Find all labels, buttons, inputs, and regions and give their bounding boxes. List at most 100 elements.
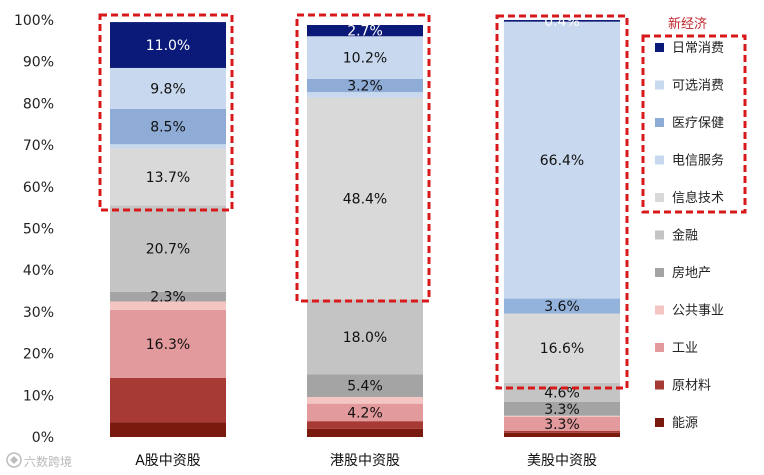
legend-label: 工业	[672, 341, 698, 356]
bar-segment	[307, 403, 423, 422]
bar-segment	[307, 78, 423, 93]
highlight-box	[495, 14, 629, 390]
legend-swatch	[655, 193, 664, 202]
x-category-label: 美股中资股	[527, 453, 597, 469]
bar-segment	[110, 205, 226, 292]
legend-group-title: 新经济	[668, 16, 707, 32]
bar-segment	[110, 67, 226, 109]
data-label: 3.3%	[544, 402, 580, 418]
legend-label: 医疗保健	[672, 116, 724, 131]
bar-segment	[504, 432, 620, 437]
legend-label: 电信服务	[672, 153, 724, 169]
data-label: 3.2%	[347, 78, 383, 94]
y-tick-label: 100%	[14, 13, 54, 29]
data-label: 10.2%	[343, 51, 387, 67]
data-label: 16.6%	[540, 341, 584, 357]
y-tick-label: 80%	[23, 96, 54, 112]
bar-segment	[110, 301, 226, 310]
y-tick-label: 30%	[23, 305, 54, 321]
data-label: 5.4%	[347, 379, 383, 395]
watermark: 六数跨境	[6, 452, 72, 469]
bar-segment	[307, 421, 423, 429]
data-label: 8.5%	[150, 120, 186, 136]
bar-segment	[307, 92, 423, 98]
data-label: 16.3%	[146, 337, 190, 353]
watermark-text: 六数跨境	[24, 454, 72, 469]
bar-segment	[504, 298, 620, 314]
legend-label: 可选消费	[672, 79, 724, 94]
legend-swatch	[655, 118, 664, 127]
legend-label: 能源	[672, 416, 698, 431]
bar-segment	[307, 428, 423, 437]
legend-label: 房地产	[672, 265, 711, 281]
bar-segment	[110, 309, 226, 378]
legend-label: 信息技术	[672, 190, 724, 206]
data-label: 18.0%	[343, 330, 387, 346]
bar-segment	[307, 396, 423, 404]
data-labels: 16.3% 2.3% 20.7% 13.7% 8.5% 9.8% 11.0% 4.2% 5.4%…	[146, 14, 584, 433]
legend-swatch	[655, 268, 664, 277]
bar-segment	[110, 422, 226, 437]
new-economy-highlights	[98, 13, 629, 390]
bar-segment	[504, 430, 620, 433]
bar-segment	[504, 415, 620, 417]
bar-segment	[110, 377, 226, 423]
bar-segment	[110, 148, 226, 206]
data-label: 66.4%	[540, 153, 584, 169]
data-label: 9.8%	[150, 81, 186, 97]
watermark-logo-icon	[6, 452, 22, 468]
y-tick-label: 50%	[23, 222, 54, 238]
bar-segment	[307, 25, 423, 37]
legend-highlight-box	[641, 34, 747, 214]
legend-label: 金融	[672, 228, 698, 244]
data-label: 0.4%	[544, 14, 580, 30]
bars	[110, 20, 620, 437]
x-category-label: 港股中资股	[330, 453, 400, 469]
legend-label: 公共事业	[672, 304, 724, 319]
x-axis-categories: A股中资股 港股中资股 美股中资股	[135, 453, 597, 469]
legend-label: 日常消费	[672, 41, 724, 56]
y-tick-label: 0%	[32, 430, 54, 446]
highlight-box	[98, 13, 234, 212]
y-axis: 0% 10% 20% 30% 40% 50% 60% 70% 80% 90% 100%	[14, 13, 54, 446]
bar-segment	[504, 20, 620, 22]
y-tick-label: 20%	[23, 347, 54, 363]
bar-segment	[110, 108, 226, 145]
data-label: 2.7%	[347, 24, 383, 40]
legend-swatch	[655, 418, 664, 427]
bar-segment	[504, 401, 620, 416]
data-label: 11.0%	[146, 38, 190, 54]
data-label: 4.2%	[347, 405, 383, 421]
bar-segment	[307, 97, 423, 300]
y-tick-label: 40%	[23, 263, 54, 279]
x-category-label: A股中资股	[135, 453, 201, 469]
legend-swatch	[655, 305, 664, 315]
bar-segment	[307, 374, 423, 397]
y-tick-label: 60%	[23, 180, 54, 196]
data-label: 3.3%	[544, 417, 580, 433]
data-label: 3.6%	[544, 299, 580, 315]
bar-segment	[307, 299, 423, 375]
bar-segment	[110, 22, 226, 68]
data-label: 20.7%	[146, 242, 190, 258]
bar-segment	[504, 416, 620, 431]
legend-swatch	[655, 80, 664, 90]
bar-segment	[504, 21, 620, 299]
data-label: 2.3%	[150, 290, 186, 306]
bar-segment	[307, 36, 423, 79]
bar-segment	[110, 144, 226, 149]
legend-label: 原材料	[672, 379, 711, 394]
legend-swatch	[655, 380, 664, 390]
legend-swatch	[655, 230, 664, 240]
bar-segment	[110, 291, 226, 302]
y-tick-label: 90%	[23, 55, 54, 71]
highlight-box	[295, 13, 431, 303]
legend-swatch	[655, 43, 664, 52]
y-tick-label: 70%	[23, 138, 54, 154]
legend-swatch	[655, 343, 664, 352]
y-tick-label: 10%	[23, 388, 54, 404]
data-label: 13.7%	[146, 170, 190, 186]
data-label: 48.4%	[343, 191, 387, 207]
